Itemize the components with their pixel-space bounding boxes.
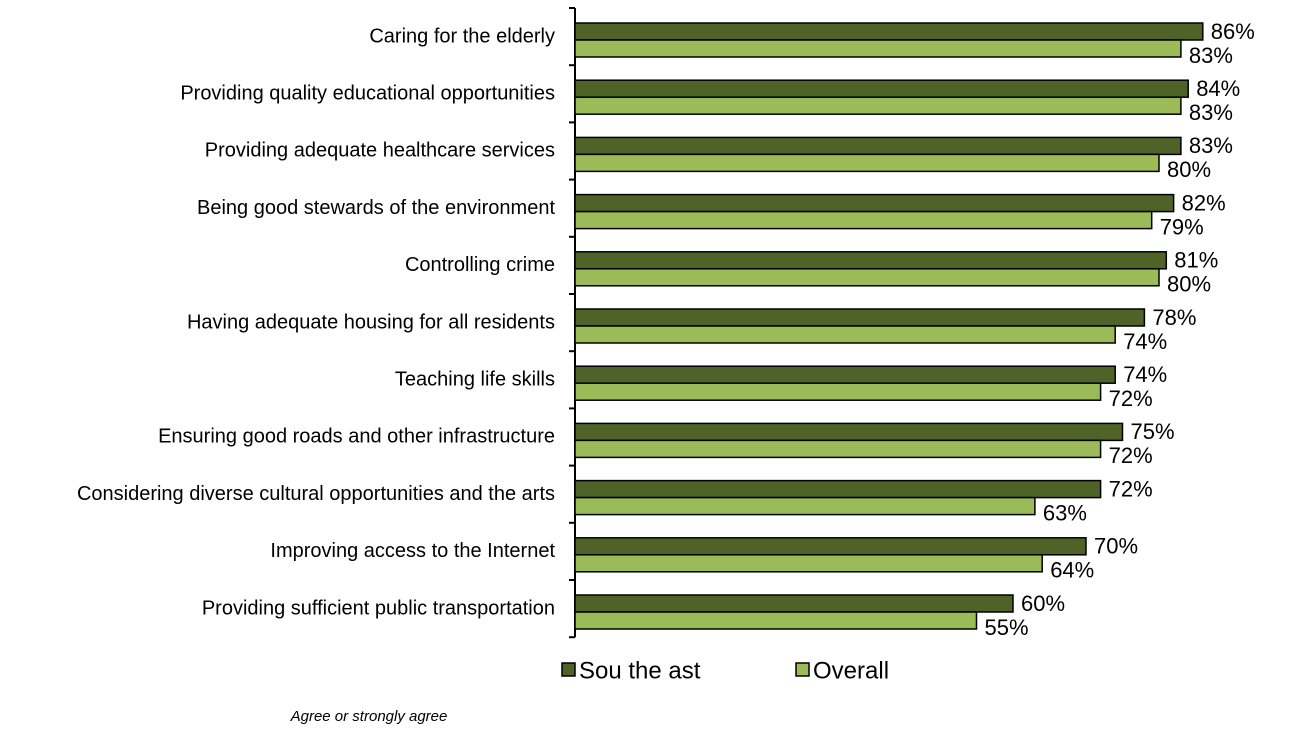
category-label: Improving access to the Internet [270, 540, 555, 562]
legend-label-overall: Overall [813, 657, 889, 684]
bar-southeast [574, 22, 1204, 41]
data-label-overall: 72% [1109, 386, 1153, 411]
category-label: Being good stewards of the environment [197, 197, 555, 219]
category-label: Providing quality educational opportunit… [180, 82, 555, 104]
bar-southeast [574, 79, 1189, 98]
data-label-overall: 64% [1050, 558, 1094, 583]
data-label-southeast: 70% [1094, 534, 1138, 559]
data-label-overall: 63% [1043, 500, 1087, 525]
category-label: Providing adequate healthcare services [205, 140, 555, 162]
data-label-southeast: 81% [1174, 248, 1218, 273]
bar-southeast [574, 193, 1175, 213]
data-label-southeast: 83% [1189, 133, 1233, 158]
data-label-overall: 74% [1123, 329, 1167, 354]
data-label-overall: 83% [1189, 100, 1233, 125]
x-axis-label: Agree or strongly agree [290, 708, 448, 725]
data-label-overall: 80% [1167, 157, 1211, 182]
data-label-southeast: 74% [1123, 362, 1167, 387]
bar-southeast [574, 308, 1146, 327]
bar-overall [574, 210, 1153, 230]
bar-overall [574, 39, 1182, 58]
category-label: Teaching life skills [395, 368, 555, 390]
data-label-southeast: 84% [1196, 76, 1240, 101]
bar-southeast [574, 136, 1182, 156]
bar-overall [574, 382, 1102, 401]
data-label-overall: 79% [1160, 214, 1204, 239]
bar-southeast [574, 365, 1116, 384]
category-label: Considering diverse cultural opportuniti… [77, 483, 555, 505]
bar-overall [574, 325, 1116, 344]
bar-overall [574, 611, 978, 630]
data-label-overall: 83% [1189, 43, 1233, 68]
legend-swatch-overall [795, 662, 810, 677]
data-label-southeast: 60% [1021, 591, 1065, 616]
data-label-southeast: 78% [1152, 305, 1196, 330]
bar-southeast [574, 594, 1014, 613]
bar-southeast [574, 422, 1124, 442]
data-label-southeast: 75% [1131, 419, 1175, 444]
category-label: Controlling crime [405, 254, 555, 276]
data-label-southeast: 86% [1211, 19, 1255, 44]
category-label: Ensuring good roads and other infrastruc… [158, 426, 555, 448]
bar-overall [574, 554, 1043, 573]
category-label: Having adequate housing for all resident… [187, 311, 555, 333]
data-label-southeast: 82% [1182, 190, 1226, 215]
data-label-overall: 80% [1167, 272, 1211, 297]
category-label: Providing sufficient public transportati… [202, 597, 555, 619]
data-label-overall: 72% [1109, 443, 1153, 468]
data-label-overall: 55% [985, 615, 1029, 640]
bar-southeast [574, 537, 1087, 556]
bar-overall [574, 153, 1160, 173]
category-label: Caring for the elderly [369, 25, 555, 47]
data-label-southeast: 72% [1109, 476, 1153, 501]
bar-southeast [574, 479, 1102, 499]
legend-label-southeast: Sou the ast [579, 657, 701, 684]
bar-overall [574, 439, 1102, 459]
bar-southeast [574, 251, 1168, 270]
bar-overall [574, 496, 1036, 516]
legend-swatch-southeast [561, 662, 576, 677]
bar-overall [574, 268, 1160, 287]
bar-overall [574, 96, 1182, 115]
